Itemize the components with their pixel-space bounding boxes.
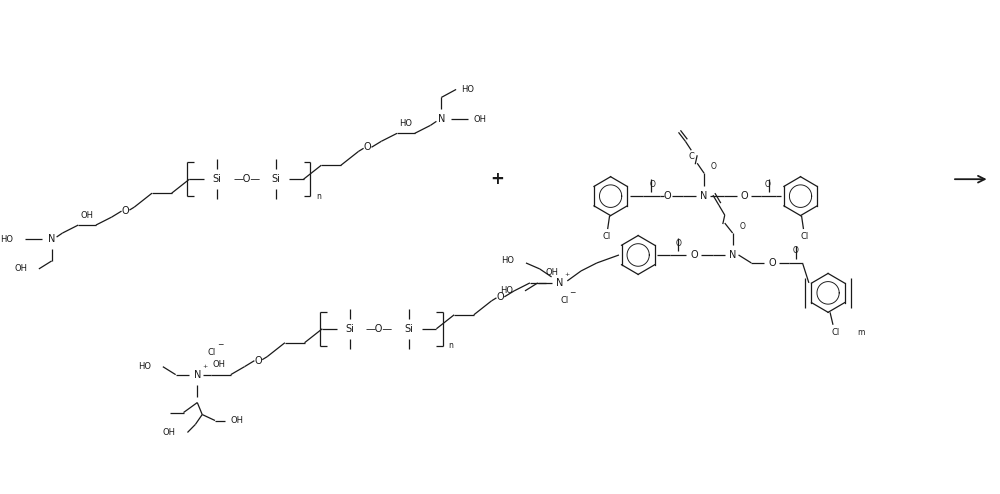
Text: m: m [857, 328, 864, 337]
Text: HO: HO [399, 119, 412, 128]
Text: N: N [729, 250, 736, 260]
Text: HO: HO [500, 287, 513, 295]
Text: O: O [497, 292, 504, 302]
Text: O: O [664, 191, 671, 201]
Text: N: N [48, 234, 55, 244]
Text: O: O [768, 258, 776, 268]
Text: N: N [194, 370, 201, 380]
Text: OH: OH [163, 428, 176, 437]
Text: HO: HO [138, 362, 151, 371]
Text: —O—: —O— [366, 324, 393, 334]
Text: N: N [700, 191, 708, 201]
Text: O: O [711, 162, 717, 171]
Text: HO: HO [0, 235, 13, 244]
Text: O: O [765, 180, 771, 189]
Text: O: O [676, 239, 681, 247]
Text: N: N [556, 278, 563, 288]
Text: Cl: Cl [800, 232, 809, 241]
Text: N: N [438, 114, 445, 124]
Text: Si: Si [404, 324, 413, 334]
Text: n: n [449, 341, 454, 350]
Text: Si: Si [345, 324, 354, 334]
Text: Cl: Cl [208, 348, 216, 357]
Text: +: + [203, 364, 208, 369]
Text: O: O [650, 180, 656, 189]
Text: O: O [364, 142, 371, 152]
Text: O: O [254, 356, 262, 366]
Text: OH: OH [212, 360, 225, 369]
Text: Cl: Cl [603, 232, 611, 241]
Text: OH: OH [473, 115, 486, 124]
Text: HO: HO [461, 85, 474, 94]
Text: OH: OH [81, 210, 94, 220]
Text: HO: HO [501, 256, 514, 265]
Text: +: + [565, 272, 570, 278]
Text: Cl: Cl [832, 328, 840, 337]
Text: Cl: Cl [560, 296, 568, 305]
Text: +: + [490, 170, 504, 188]
Text: O: O [741, 191, 748, 201]
Text: O: O [793, 247, 799, 255]
Text: Si: Si [272, 174, 280, 184]
Text: O: O [122, 206, 129, 216]
Text: −: − [569, 288, 575, 297]
Text: O: O [740, 222, 745, 231]
Text: C: C [688, 152, 694, 161]
Text: OH: OH [545, 268, 558, 278]
Text: −: − [217, 340, 223, 349]
Text: OH: OH [14, 264, 27, 274]
Text: —O—: —O— [233, 174, 261, 184]
Text: n: n [316, 192, 321, 201]
Text: O: O [690, 250, 698, 260]
Text: OH: OH [230, 416, 243, 425]
Text: Si: Si [213, 174, 221, 184]
